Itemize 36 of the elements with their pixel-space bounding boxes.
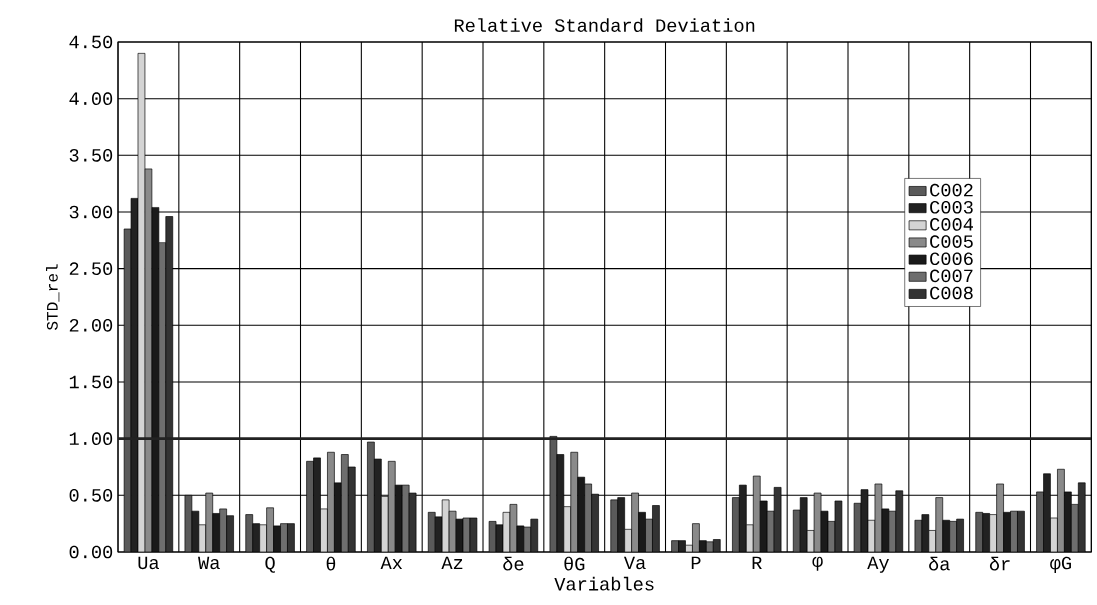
x-tick-label: Az xyxy=(441,556,463,569)
y-tick-label: 0.50 xyxy=(69,488,113,502)
y-tick-label: 2.00 xyxy=(69,318,113,332)
x-tick-label: Ay xyxy=(867,556,889,573)
x-tick-label: δa xyxy=(929,556,950,571)
x-tick-label: δr xyxy=(989,556,1010,571)
x-tick-label: Q xyxy=(265,556,275,573)
legend-label: C008 xyxy=(930,286,973,300)
x-tick-label: R xyxy=(752,556,762,569)
x-tick-label: φG xyxy=(1050,556,1071,574)
x-tick-label: Ua xyxy=(138,556,159,570)
y-tick-label: 3.00 xyxy=(69,205,113,219)
legend-label: C002 xyxy=(930,183,973,197)
x-tick-label: φ xyxy=(812,556,823,571)
legend-label: C003 xyxy=(930,200,973,214)
y-tick-label: 1.50 xyxy=(69,375,113,389)
x-tick-label: Wa xyxy=(198,556,220,570)
x-tick-label: Ax xyxy=(380,556,403,569)
y-tick-label: 4.00 xyxy=(69,92,113,105)
y-tick-label: 2.50 xyxy=(69,262,113,275)
y-tick-label: 4.50 xyxy=(69,35,113,49)
y-tick-label: 1.00 xyxy=(69,432,113,445)
legend-label: C004 xyxy=(930,218,973,231)
y-axis-title: STD_rel xyxy=(46,264,60,330)
x-tick-label: δe xyxy=(503,556,524,571)
x-tick-label: θ xyxy=(326,556,336,571)
y-tick-label: 0.00 xyxy=(69,545,113,559)
legend-label: C007 xyxy=(930,269,973,283)
legend-label: C005 xyxy=(930,235,973,248)
chart-title: Relative Standard Deviation xyxy=(454,18,755,32)
legend-label: C006 xyxy=(930,252,973,266)
x-axis-title: Variables xyxy=(554,576,654,591)
y-tick-label: 3.50 xyxy=(69,148,113,162)
x-tick-label: P xyxy=(691,556,701,569)
x-tick-label: θG xyxy=(564,556,585,571)
x-tick-label: Va xyxy=(623,556,646,570)
